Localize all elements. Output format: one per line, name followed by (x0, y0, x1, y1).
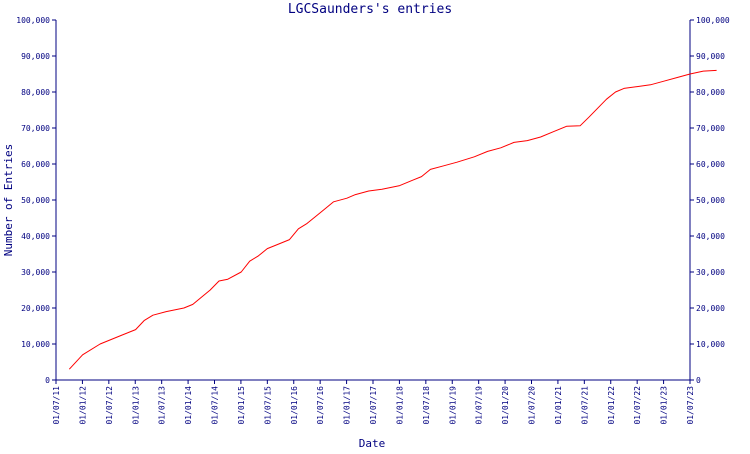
y-tick-label-left: 50,000 (21, 196, 50, 205)
y-tick-label-right: 90,000 (696, 52, 725, 61)
x-tick-label: 01/07/16 (316, 386, 325, 425)
x-tick-label: 01/07/19 (475, 386, 484, 425)
y-tick-label-left: 40,000 (21, 232, 50, 241)
x-tick-label: 01/01/12 (78, 386, 87, 425)
y-tick-label-right: 80,000 (696, 88, 725, 97)
x-tick-label: 01/01/21 (554, 386, 563, 425)
y-tick-label-left: 70,000 (21, 124, 50, 133)
y-tick-label-right: 60,000 (696, 160, 725, 169)
y-axis-label: Number of Entries (2, 144, 15, 257)
y-tick-label-right: 30,000 (696, 268, 725, 277)
x-tick-label: 01/01/17 (343, 386, 352, 425)
x-tick-label: 01/07/15 (263, 386, 272, 425)
x-tick-label: 01/01/15 (237, 386, 246, 425)
y-tick-label-left: 0 (45, 376, 50, 385)
x-tick-label: 01/01/22 (607, 386, 616, 425)
y-tick-label-left: 100,000 (16, 16, 50, 25)
series-line-0 (68, 69, 717, 370)
y-tick-label-right: 50,000 (696, 196, 725, 205)
x-tick-label: 01/01/16 (290, 386, 299, 425)
series-group (68, 69, 717, 370)
y-tick-label-right: 100,000 (696, 16, 730, 25)
x-tick-label: 01/07/18 (422, 386, 431, 425)
x-tick-label: 01/07/20 (528, 386, 537, 425)
y-tick-label-left: 80,000 (21, 88, 50, 97)
y-tick-label-left: 60,000 (21, 160, 50, 169)
x-tick-label: 01/07/23 (686, 386, 695, 425)
y-tick-label-right: 10,000 (696, 340, 725, 349)
y-tick-label-right: 40,000 (696, 232, 725, 241)
x-tick-label: 01/07/12 (105, 386, 114, 425)
x-axis-label: Date (359, 437, 386, 450)
x-tick-label: 01/01/13 (131, 386, 140, 425)
x-tick-label: 01/01/19 (448, 386, 457, 425)
x-tick-label: 01/07/17 (369, 386, 378, 425)
y-tick-label-left: 90,000 (21, 52, 50, 61)
y-tick-label-right: 20,000 (696, 304, 725, 313)
x-tick-label: 01/07/13 (158, 386, 167, 425)
x-tick-label: 01/07/11 (52, 386, 61, 425)
x-tick-label: 01/01/20 (501, 386, 510, 425)
chart-title: LGCSaunders's entries (288, 2, 452, 17)
y-tick-label-left: 10,000 (21, 340, 50, 349)
x-tick-label: 01/01/18 (395, 386, 404, 425)
x-tick-label: 01/01/14 (184, 386, 193, 425)
x-tick-label: 01/07/14 (211, 386, 220, 425)
y-tick-label-left: 20,000 (21, 304, 50, 313)
x-tick-label: 01/01/23 (660, 386, 669, 425)
y-tick-label-left: 30,000 (21, 268, 50, 277)
x-tick-label: 01/07/21 (580, 386, 589, 425)
y-tick-label-right: 70,000 (696, 124, 725, 133)
x-tick-label: 01/07/22 (633, 386, 642, 425)
axes: 0 0 10,000 10,000 20,000 20,000 30,000 30,000 40… (16, 16, 730, 425)
y-tick-label-right: 0 (696, 376, 701, 385)
